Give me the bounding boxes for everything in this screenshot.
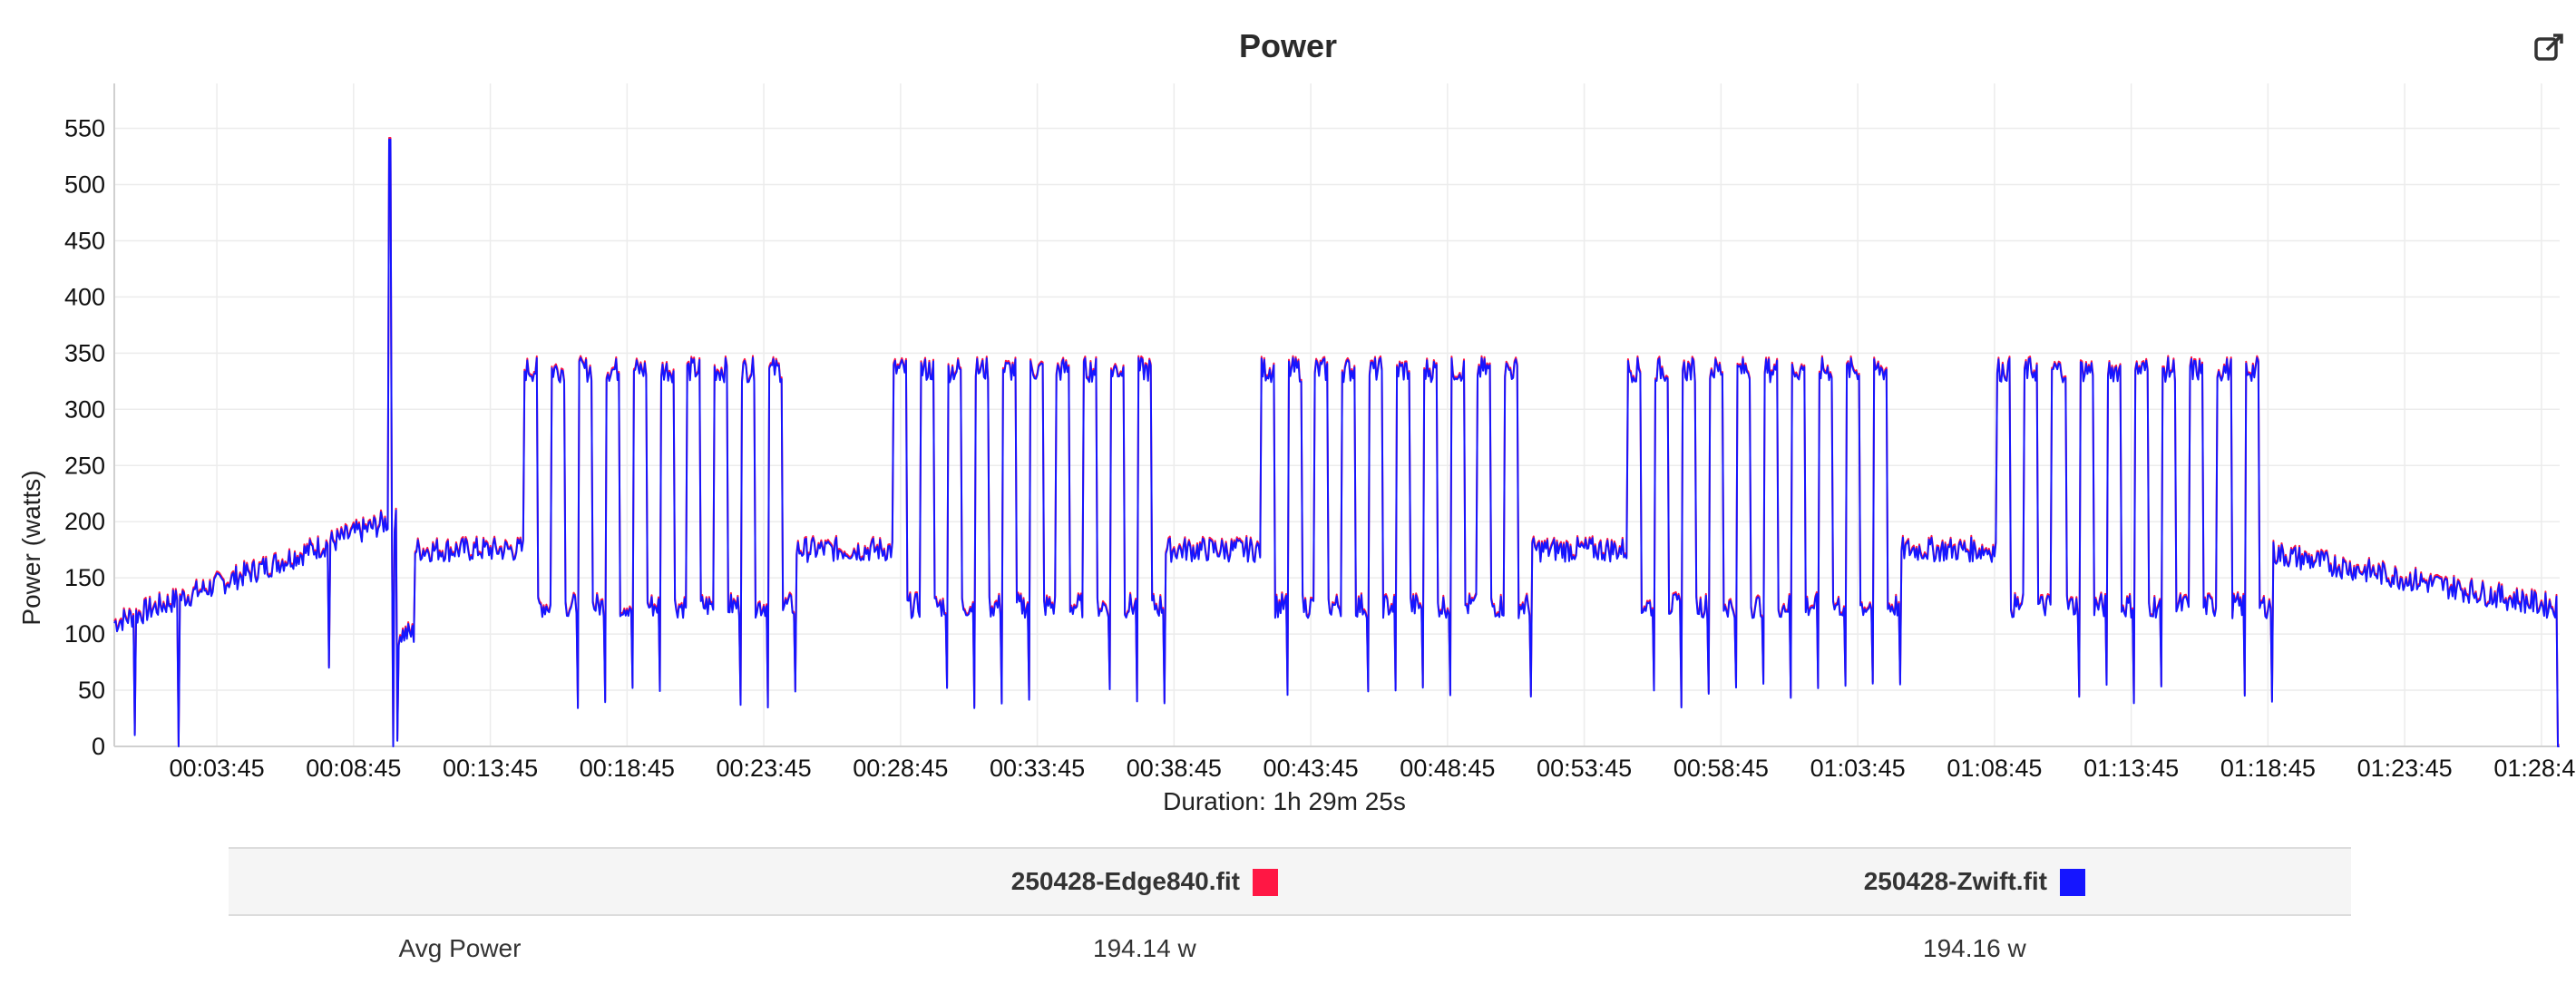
axes — [113, 83, 2560, 747]
summary-header-edge: 250428-Edge840.fit — [691, 848, 1598, 915]
x-tick-label: 00:28:45 — [853, 755, 948, 782]
series-name-edge: 250428-Edge840.fit — [1010, 866, 1240, 895]
x-tick-label: 01:23:45 — [2357, 755, 2453, 782]
y-tick-label: 550 — [64, 115, 105, 142]
series-name-zwift: 250428-Zwift.fit — [1863, 866, 2047, 895]
summary-row-label: Avg Power — [398, 934, 522, 962]
chart-title: Power — [1238, 27, 1338, 64]
summary-header-row: 250428-Edge840.fit 250428-Zwift.fit — [229, 848, 2351, 915]
x-tick-label: 00:08:45 — [306, 755, 401, 782]
x-axis-ticks: 00:03:45 00:08:45 00:13:45 00:18:45 00:23:45… — [170, 755, 2576, 782]
summary-value-edge: 194.14 w — [1093, 934, 1196, 962]
x-tick-label: 01:28:45 — [2493, 755, 2576, 782]
x-tick-label: 01:13:45 — [2083, 755, 2179, 782]
y-tick-label: 300 — [64, 395, 105, 423]
legend-swatch-zwift — [2060, 869, 2085, 897]
series-lines — [113, 137, 2560, 747]
x-tick-label: 00:43:45 — [1264, 755, 1359, 782]
summary-header-zwift: 250428-Zwift.fit — [1598, 848, 2351, 915]
y-tick-label: 50 — [78, 677, 105, 704]
y-tick-label: 200 — [64, 508, 105, 535]
x-tick-label: 00:33:45 — [990, 755, 1085, 782]
series-line-zwift — [113, 138, 2560, 747]
summary-row-avg-power: Avg Power 194.14 w 194.16 w — [229, 915, 2351, 981]
summary-header-empty — [229, 848, 691, 915]
x-tick-label: 00:38:45 — [1127, 755, 1222, 782]
power-chart: 0 50 100 150 200 250 300 350 400 450 500 550 00:03:… — [17, 83, 2576, 815]
y-tick-label: 400 — [64, 283, 105, 310]
x-tick-label: 00:03:45 — [170, 755, 265, 782]
x-tick-label: 00:48:45 — [1400, 755, 1495, 782]
y-tick-label: 500 — [64, 171, 105, 199]
x-tick-label: 00:58:45 — [1673, 755, 1769, 782]
grid-lines — [114, 83, 2560, 746]
x-tick-label: 01:03:45 — [1810, 755, 1906, 782]
x-tick-label: 00:13:45 — [443, 755, 538, 782]
y-tick-label: 0 — [92, 733, 105, 760]
y-tick-label: 350 — [64, 339, 105, 366]
y-tick-label: 250 — [64, 452, 105, 479]
summary-table: 250428-Edge840.fit 250428-Zwift.fit Avg … — [229, 847, 2351, 981]
series-line-edge — [113, 137, 2560, 746]
y-tick-label: 150 — [64, 564, 105, 591]
y-axis-title: Power (watts) — [17, 470, 45, 625]
x-tick-label: 01:18:45 — [2220, 755, 2316, 782]
y-tick-label: 450 — [64, 227, 105, 254]
x-tick-label: 00:18:45 — [580, 755, 675, 782]
x-axis-title: Duration: 1h 29m 25s — [1163, 787, 1406, 815]
legend-swatch-edge — [1252, 869, 1278, 897]
external-link-icon[interactable] — [2533, 31, 2566, 63]
x-tick-label: 01:08:45 — [1947, 755, 2042, 782]
x-tick-label: 00:53:45 — [1537, 755, 1632, 782]
y-tick-label: 100 — [64, 620, 105, 648]
y-axis-ticks: 0 50 100 150 200 250 300 350 400 450 500 550 — [64, 115, 105, 760]
summary-value-zwift: 194.16 w — [1923, 934, 2026, 962]
x-tick-label: 00:23:45 — [717, 755, 812, 782]
